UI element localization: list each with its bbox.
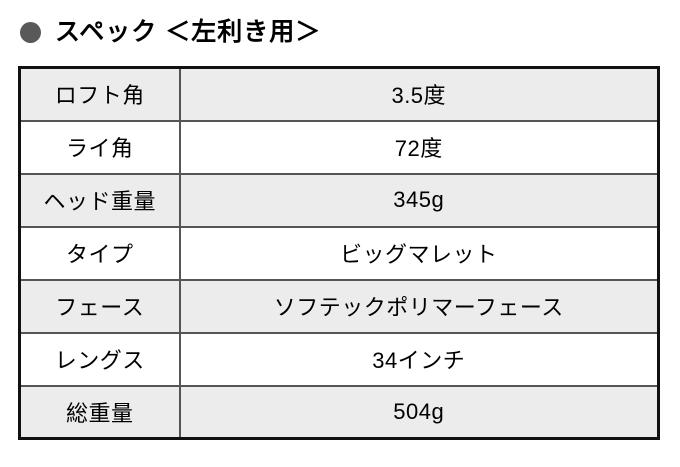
spec-value: ソフテックポリマーフェース [178, 278, 660, 334]
spec-value: 72度 [178, 119, 660, 175]
spec-value: 3.5度 [178, 66, 660, 122]
spec-label: ロフト角 [18, 66, 181, 122]
spec-value: 345g [178, 172, 660, 228]
spec-value: ビッグマレット [178, 225, 660, 281]
section-title: スペック ＜左利き用＞ [55, 18, 322, 46]
table-row-loft: ロフト角 3.5度 [18, 66, 660, 122]
table-row-head-weight: ヘッド重量 345g [18, 172, 660, 228]
table-row-type: タイプ ビッグマレット [18, 225, 660, 281]
spec-label: タイプ [18, 225, 181, 281]
table-row-total-weight: 総重量 504g [18, 384, 660, 440]
section-header: スペック ＜左利き用＞ [20, 15, 680, 49]
spec-table: ロフト角 3.5度 ライ角 72度 ヘッド重量 345g タイプ ビッグマレット… [18, 66, 660, 440]
spec-value: 504g [178, 384, 660, 440]
spec-label: レングス [18, 331, 181, 387]
spec-value: 34インチ [178, 331, 660, 387]
spec-label: 総重量 [18, 384, 181, 440]
table-row-face: フェース ソフテックポリマーフェース [18, 278, 660, 334]
table-row-lie: ライ角 72度 [18, 119, 660, 175]
spec-label: ライ角 [18, 119, 181, 175]
spec-page: スペック ＜左利き用＞ ロフト角 3.5度 ライ角 72度 ヘッド重量 345g… [0, 15, 680, 467]
spec-label: フェース [18, 278, 181, 334]
table-row-length: レングス 34インチ [18, 331, 660, 387]
bullet-icon [20, 21, 41, 43]
spec-label: ヘッド重量 [18, 172, 181, 228]
